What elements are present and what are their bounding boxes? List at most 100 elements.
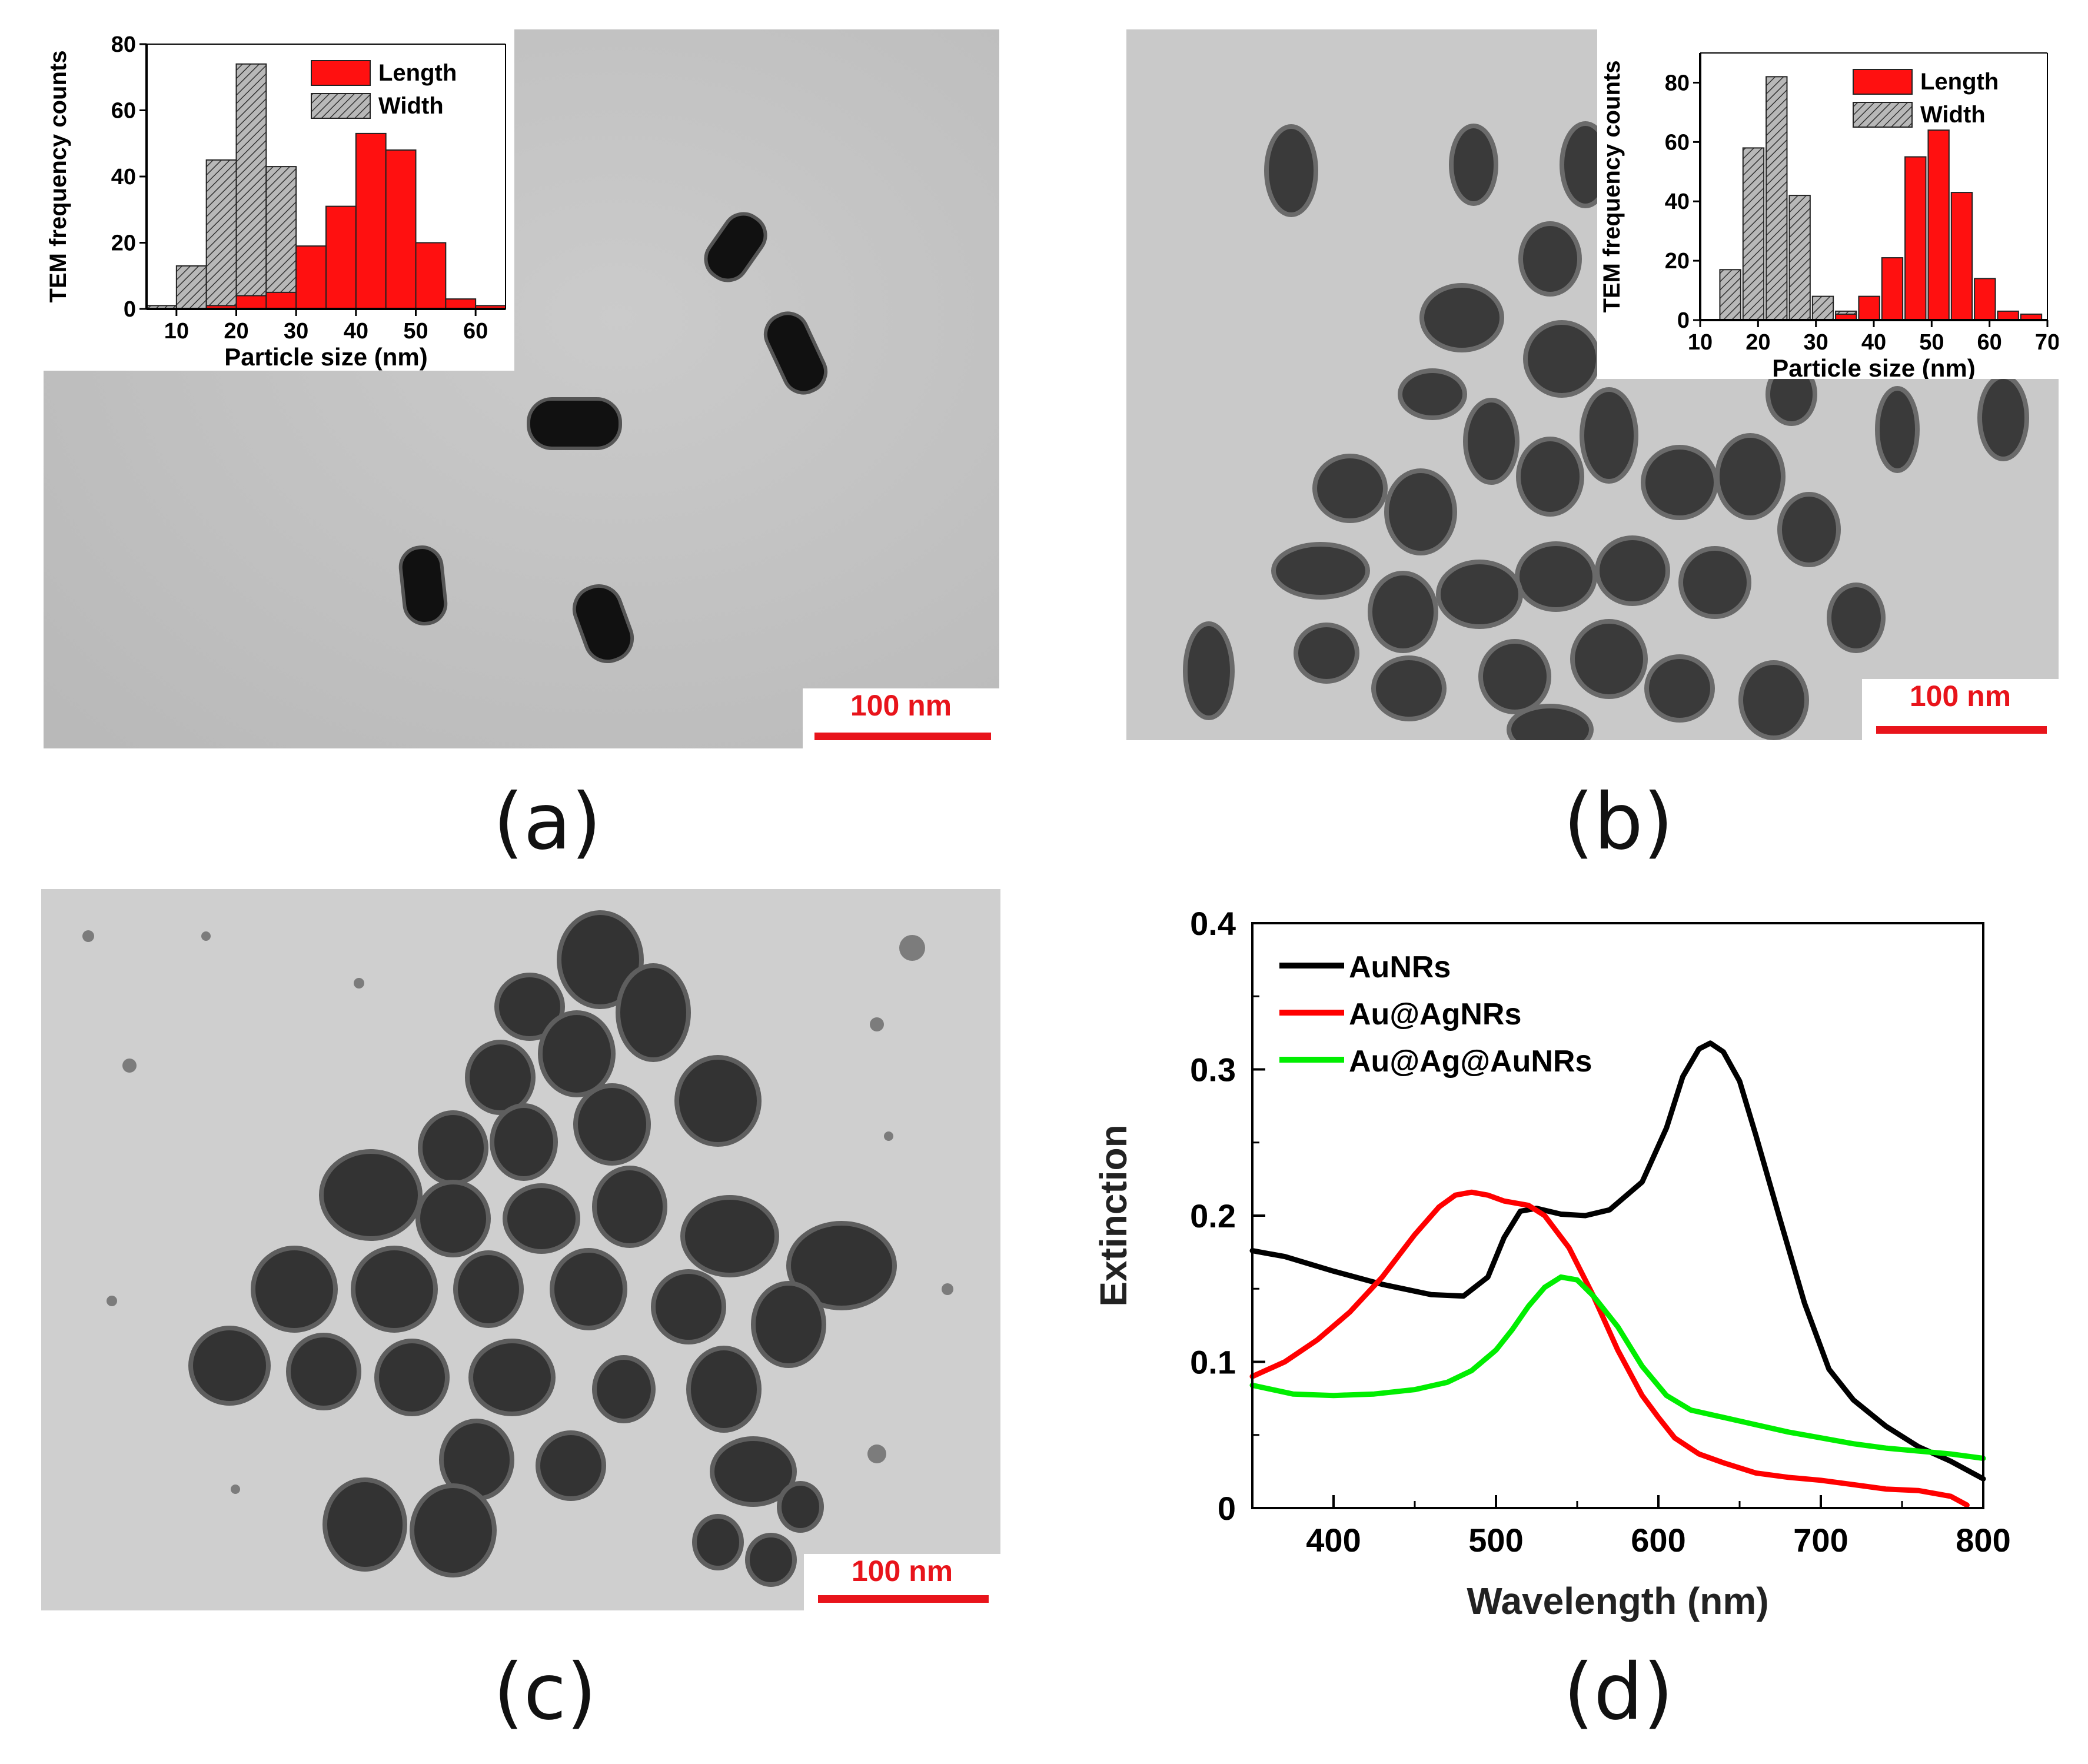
nanoparticle (1827, 583, 1886, 653)
scale-bar-label: 100 nm (850, 689, 952, 722)
tem-image-a: 10 20 30 40 50 60 0 20 40 60 80 Particle size (nm) T… (44, 29, 999, 748)
tem-background-c (41, 889, 1000, 1610)
nanoparticle (1570, 619, 1648, 699)
legend-swatch (311, 93, 371, 119)
legend-label: Length (378, 60, 457, 86)
nanoparticle (1419, 283, 1504, 352)
scale-bar-b: 100 nm (1862, 679, 2059, 740)
width-bar (1719, 269, 1741, 321)
length-bar (265, 291, 297, 309)
nanoparticle (786, 1221, 897, 1310)
nanoparticle (686, 1346, 762, 1433)
nanoparticle (573, 1083, 651, 1166)
scale-bar-a: 100 nm (803, 688, 999, 748)
nanorod (527, 397, 622, 450)
panel-c: 100 nm (c) (0, 882, 1044, 1764)
nanoparticle (465, 1040, 536, 1115)
length-bar (1950, 192, 1973, 321)
nanorod (704, 212, 767, 282)
series-line-Au@AgNRs (1249, 1189, 1970, 1508)
legend-label: Au@AgNRs (1349, 997, 1521, 1031)
scale-bar-line (818, 1595, 989, 1603)
nanoparticle (1463, 398, 1520, 485)
y-tick-label: 0.2 (1190, 1197, 1236, 1234)
panel-label-b: (b) (1563, 777, 1674, 867)
nanoparticle (1478, 639, 1551, 714)
length-bar (1997, 310, 2019, 321)
small-particle (82, 930, 94, 942)
small-particle (899, 935, 925, 961)
x-tick-label: 600 (1631, 1522, 1685, 1559)
y-tick-label: 40 (1665, 189, 1690, 214)
length-bar (235, 295, 267, 309)
nanoparticle (453, 1250, 524, 1328)
panel-label-a: (a) (493, 777, 601, 867)
nanoparticle (1595, 535, 1670, 606)
small-particle (231, 1485, 240, 1494)
nanoparticle (286, 1333, 361, 1410)
x-tick-label: 400 (1306, 1522, 1361, 1559)
length-bar (1904, 156, 1927, 321)
y-tick-label: 40 (111, 165, 136, 189)
nanoparticle (351, 1246, 438, 1333)
legend-label: Length (1920, 69, 1999, 95)
nanorod (763, 311, 828, 395)
x-tick-label: 500 (1468, 1522, 1523, 1559)
nanoparticle (1641, 445, 1718, 520)
x-tick-label: 70 (2035, 330, 2059, 355)
histogram-b: 10 20 30 40 50 60 70 0 20 40 60 80 Particle size (nm… (1599, 52, 2059, 382)
nanoparticle (692, 1514, 744, 1570)
nanoparticle (1398, 368, 1467, 420)
histogram-a: 10 20 30 40 50 60 0 20 40 60 80 Particle size (nm) T… (45, 32, 507, 371)
x-axis-label: Particle size (nm) (224, 343, 427, 371)
x-tick-label: 20 (224, 319, 248, 344)
histogram-inset-b: 10 20 30 40 50 60 70 0 20 40 60 80 Particle size (nm… (1597, 29, 2059, 382)
y-tick-label: 60 (1665, 130, 1690, 155)
legend-swatch (1853, 69, 1913, 95)
y-tick-label: 0.1 (1190, 1344, 1236, 1381)
series-line-AuNRs (1249, 1040, 1986, 1482)
nanoparticle (1264, 124, 1318, 217)
nanoparticle (251, 1246, 338, 1333)
width-bar (265, 166, 297, 309)
nanoparticle (1312, 454, 1388, 523)
small-particle (354, 978, 364, 988)
width-bar (1742, 147, 1765, 321)
length-bar (1974, 278, 1996, 321)
panel-a: 10 20 30 40 50 60 0 20 40 60 80 Particle size (nm) T… (0, 0, 1044, 882)
x-tick-label: 40 (1861, 330, 1886, 355)
legend-label: Width (378, 93, 444, 119)
legend-swatch (311, 60, 371, 86)
scale-bar-line (1876, 726, 2047, 734)
y-tick-label: 20 (111, 231, 136, 256)
nanoparticle (680, 1195, 779, 1277)
width-bar (235, 63, 267, 309)
legend-label: AuNRs (1349, 950, 1451, 984)
tem-image-b: 10 20 30 40 50 60 70 0 20 40 60 80 Particle size (nm… (1126, 29, 2059, 740)
y-tick-label: 0 (1677, 308, 1690, 333)
nanoparticle (557, 910, 644, 1009)
y-tick-label: 0.4 (1190, 905, 1236, 942)
length-bar (385, 149, 417, 309)
length-bar (1858, 295, 1880, 321)
length-bar (415, 242, 447, 309)
x-tick-label: 60 (1977, 330, 2002, 355)
nanoparticle (1368, 571, 1438, 653)
length-bar (1881, 257, 1904, 321)
nanoparticle (1449, 124, 1498, 206)
nanoparticle (1977, 374, 2029, 461)
nanoparticle (751, 1281, 826, 1368)
legend-label: Au@Ag@AuNRs (1349, 1044, 1592, 1079)
legend-label: Width (1920, 102, 1986, 128)
nanoparticle (710, 1436, 797, 1507)
nanoparticle (188, 1326, 271, 1406)
small-particle (201, 931, 211, 941)
x-tick-label: 800 (1956, 1522, 2010, 1559)
nanorod (572, 584, 634, 664)
nanoparticle (651, 1269, 726, 1344)
nanoparticle (1875, 386, 1920, 473)
x-tick-label: 10 (164, 319, 189, 344)
nanoparticle (374, 1339, 450, 1416)
series-line-Au@Ag@AuNRs (1249, 1274, 1986, 1461)
nanoparticle (503, 1183, 580, 1254)
